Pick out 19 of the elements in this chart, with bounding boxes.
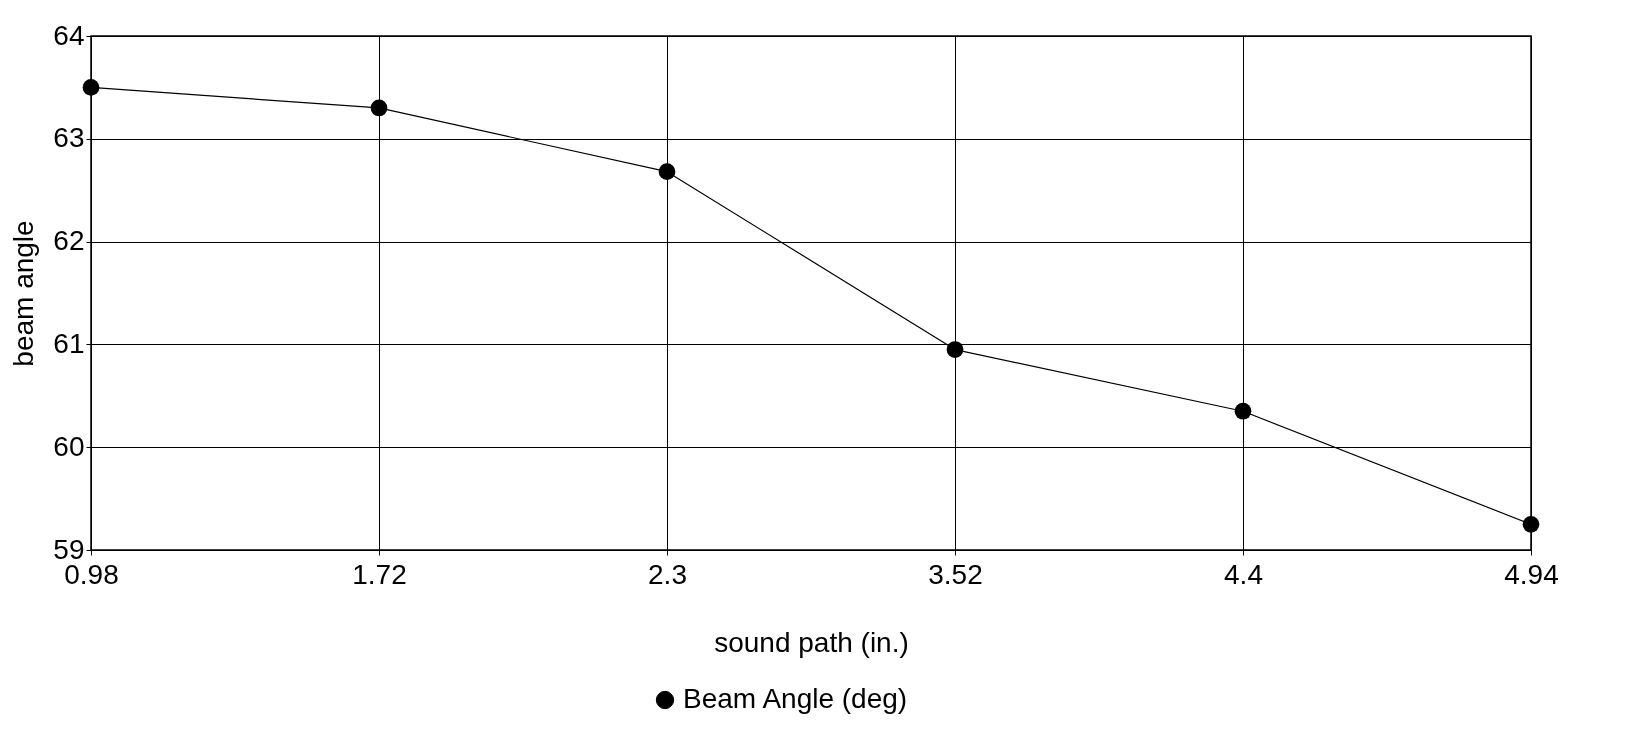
y-tick-label: 62 [53, 225, 85, 257]
y-tick-label: 61 [53, 327, 85, 359]
y-tick-label: 64 [53, 19, 85, 51]
point [1522, 515, 1540, 533]
y-tick-label: 60 [53, 430, 85, 462]
x-axis-title: sound path (in.) [714, 626, 909, 658]
legend-label: Beam Angle (deg) [683, 683, 908, 714]
x-tick-label: 2.3 [648, 558, 687, 590]
x-tick-label: 3.52 [928, 558, 983, 590]
point [658, 163, 676, 181]
x-tick-label: 4.94 [1504, 558, 1559, 590]
y-tick-label: 63 [53, 122, 85, 154]
y-axis-title: beam angle [8, 220, 40, 367]
x-tick-label: 1.72 [352, 558, 407, 590]
point [1234, 402, 1252, 420]
x-tick-label: 4.4 [1224, 558, 1263, 590]
point [370, 99, 388, 117]
point [946, 341, 964, 358]
point [82, 79, 100, 96]
